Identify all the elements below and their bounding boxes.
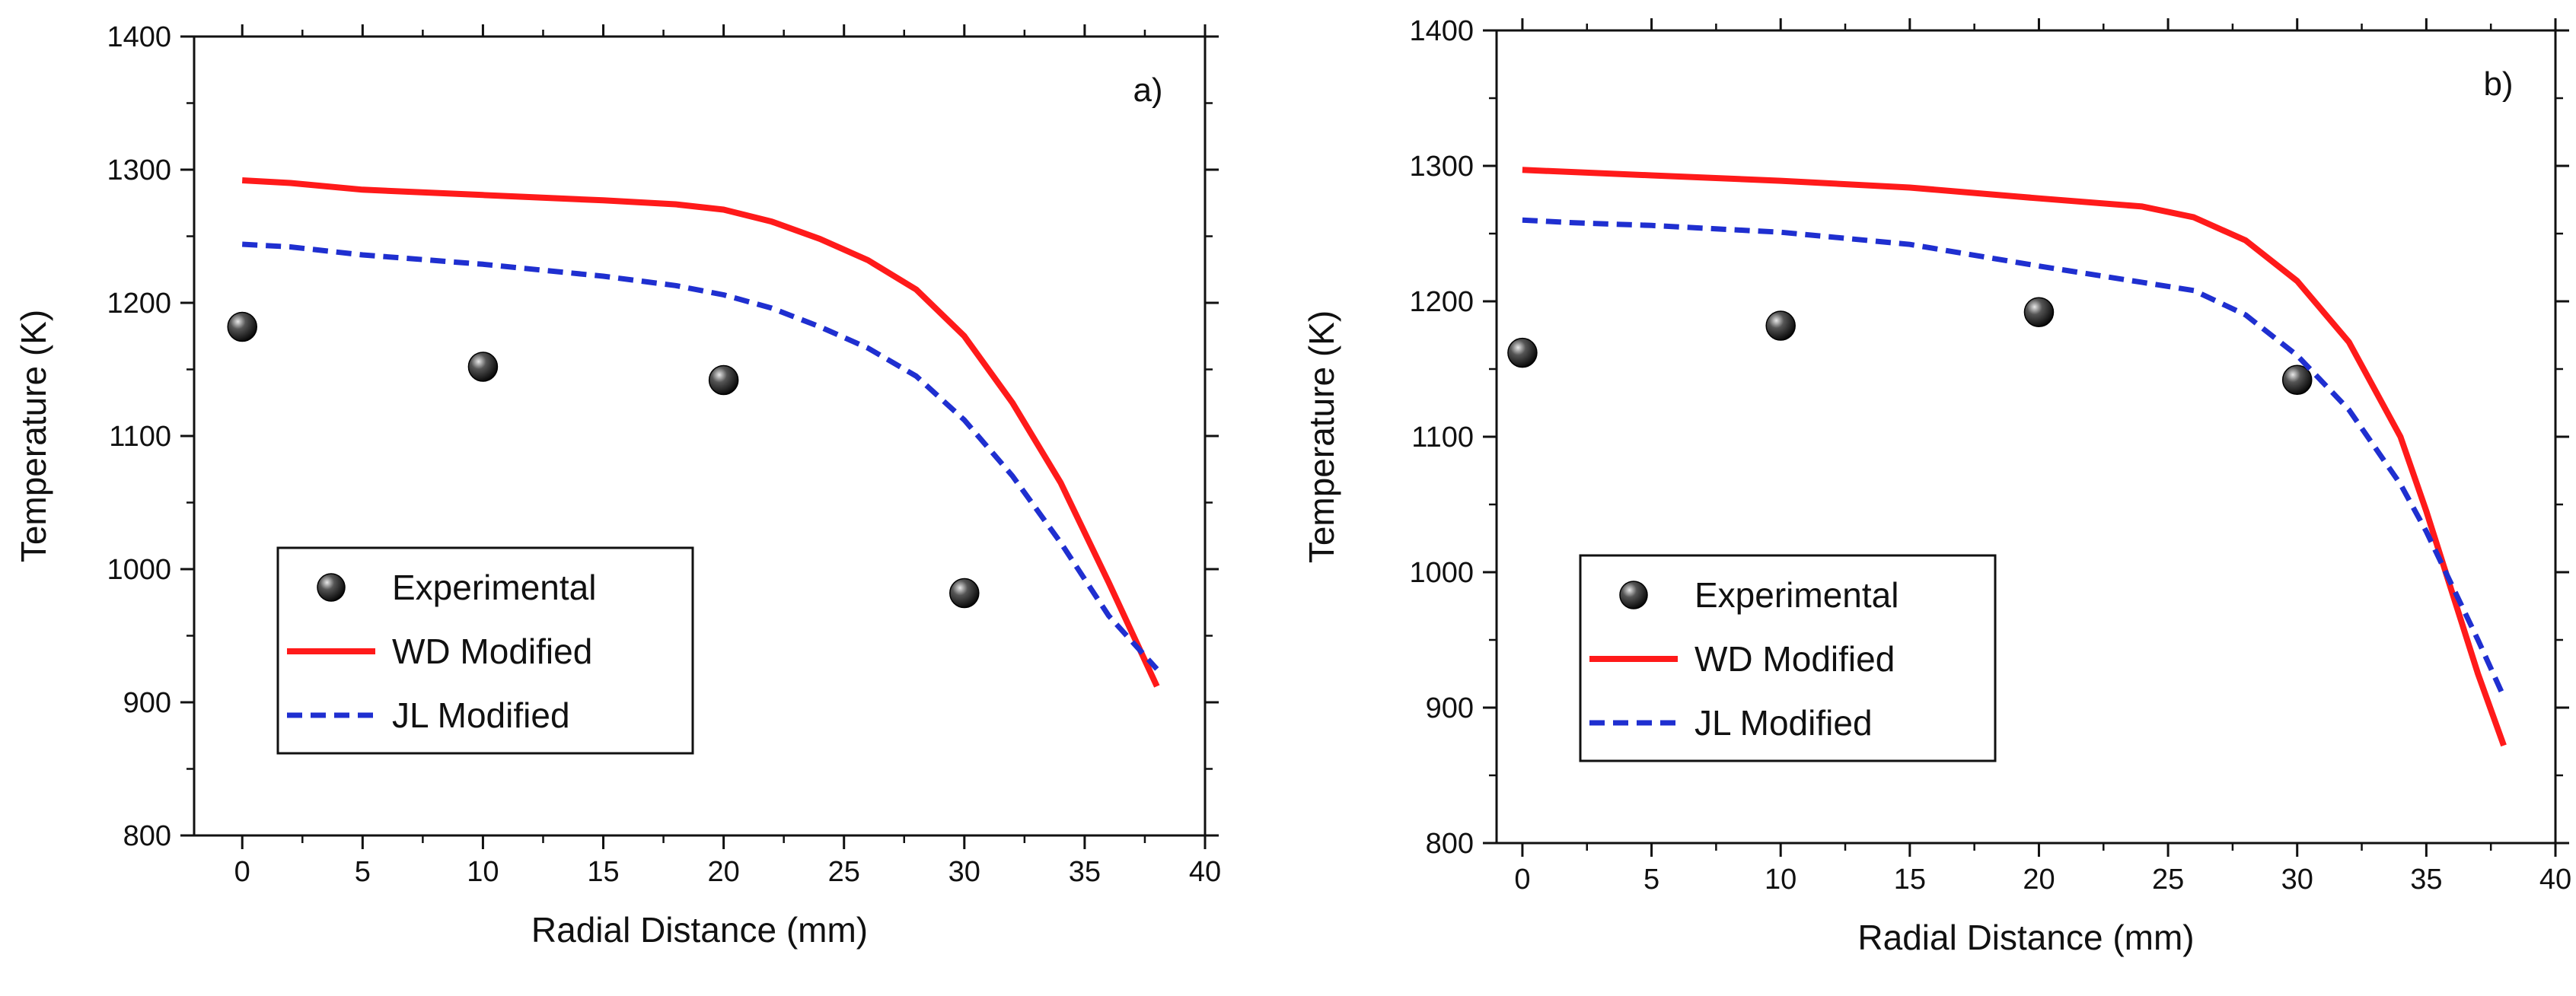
- x-tick-label: 20: [707, 856, 739, 888]
- x-axis-title: Radial Distance (mm): [531, 910, 868, 950]
- x-tick-label: 0: [1514, 864, 1530, 896]
- x-tick-label: 40: [1189, 856, 1221, 888]
- y-tick-label: 800: [123, 820, 171, 852]
- chart-panel-a: 0 5 10 15 20 25 30 35 40 800 900 1000 1100 1200 1300 14…: [14, 21, 1221, 950]
- y-tick-label: 1100: [1411, 422, 1474, 453]
- x-tick-label: 30: [2281, 864, 2313, 896]
- experimental-point: [708, 364, 739, 396]
- legend-marker-experimental: [317, 573, 346, 602]
- y-tick-label: 800: [1426, 828, 1474, 860]
- y-tick-label: 900: [1426, 692, 1474, 724]
- jl-modified-line: [1522, 217, 2507, 698]
- experimental-point: [227, 311, 257, 342]
- legend-box: [1579, 554, 1997, 762]
- x-tick-label: 5: [1643, 864, 1659, 896]
- panel-label: a): [1133, 72, 1162, 109]
- x-tick-label: 25: [2152, 864, 2184, 896]
- chart-b-svg: 0 5 10 15 20 25 30 35 40 800 900 1000 1100 1200 1300 14…: [1302, 15, 2571, 957]
- x-tick-label: 10: [467, 856, 499, 888]
- x-tick-label: 0: [234, 856, 250, 888]
- y-tick-label: 1400: [1409, 15, 1474, 47]
- y-tick-label: 1200: [107, 288, 171, 320]
- x-tick-label: 40: [2539, 864, 2571, 896]
- y-tick-label: 1000: [1409, 557, 1474, 589]
- chart-a-svg: 0 5 10 15 20 25 30 35 40 800 900 1000 1100 1200 1300 14…: [14, 21, 1221, 950]
- legend-marker-experimental: [1619, 581, 1648, 609]
- experimental-point: [2281, 364, 2313, 395]
- wd-modified-line: [1522, 167, 2507, 747]
- x-tick-label: 15: [1894, 864, 1926, 896]
- wd-modified-line: [241, 177, 1160, 688]
- x-tick-label: 35: [2410, 864, 2442, 896]
- legend-label: WD Modified: [1694, 639, 1895, 679]
- experimental-point: [1507, 337, 1538, 368]
- legend-label: WD Modified: [392, 632, 592, 671]
- y-tick-label: 1000: [107, 554, 171, 586]
- y-axis-title: Temperature (K): [14, 310, 53, 562]
- y-tick-label: 1100: [109, 421, 171, 453]
- y-tick-label: 1300: [1409, 151, 1474, 183]
- experimental-point: [467, 352, 499, 382]
- y-axis-title: Temperature (K): [1302, 310, 1341, 563]
- panel-label: b): [2483, 65, 2513, 103]
- x-tick-label: 25: [828, 856, 860, 888]
- legend-label: Experimental: [392, 568, 596, 607]
- x-tick-label: 20: [2023, 864, 2055, 896]
- x-tick-label: 15: [587, 856, 619, 888]
- legend-label: JL Modified: [392, 695, 570, 735]
- y-tick-label: 1400: [107, 21, 171, 53]
- y-tick-label: 1300: [107, 154, 171, 186]
- x-axis-title: Radial Distance (mm): [1857, 918, 2194, 957]
- x-tick-label: 5: [355, 856, 371, 888]
- experimental-point: [2023, 297, 2055, 327]
- x-tick-label: 30: [948, 856, 980, 888]
- legend-label: Experimental: [1694, 575, 1899, 615]
- legend-label: JL Modified: [1694, 703, 1873, 743]
- experimental-point: [949, 578, 980, 609]
- x-tick-label: 35: [1069, 856, 1101, 888]
- chart-panel-b: 0 5 10 15 20 25 30 35 40 800 900 1000 1100 1200 1300 14…: [1288, 0, 2576, 996]
- y-tick-label: 900: [123, 687, 171, 719]
- jl-modified-line: [242, 241, 1159, 671]
- y-tick-label: 1200: [1409, 286, 1474, 318]
- experimental-point: [1765, 310, 1796, 341]
- x-tick-label: 10: [1765, 864, 1797, 896]
